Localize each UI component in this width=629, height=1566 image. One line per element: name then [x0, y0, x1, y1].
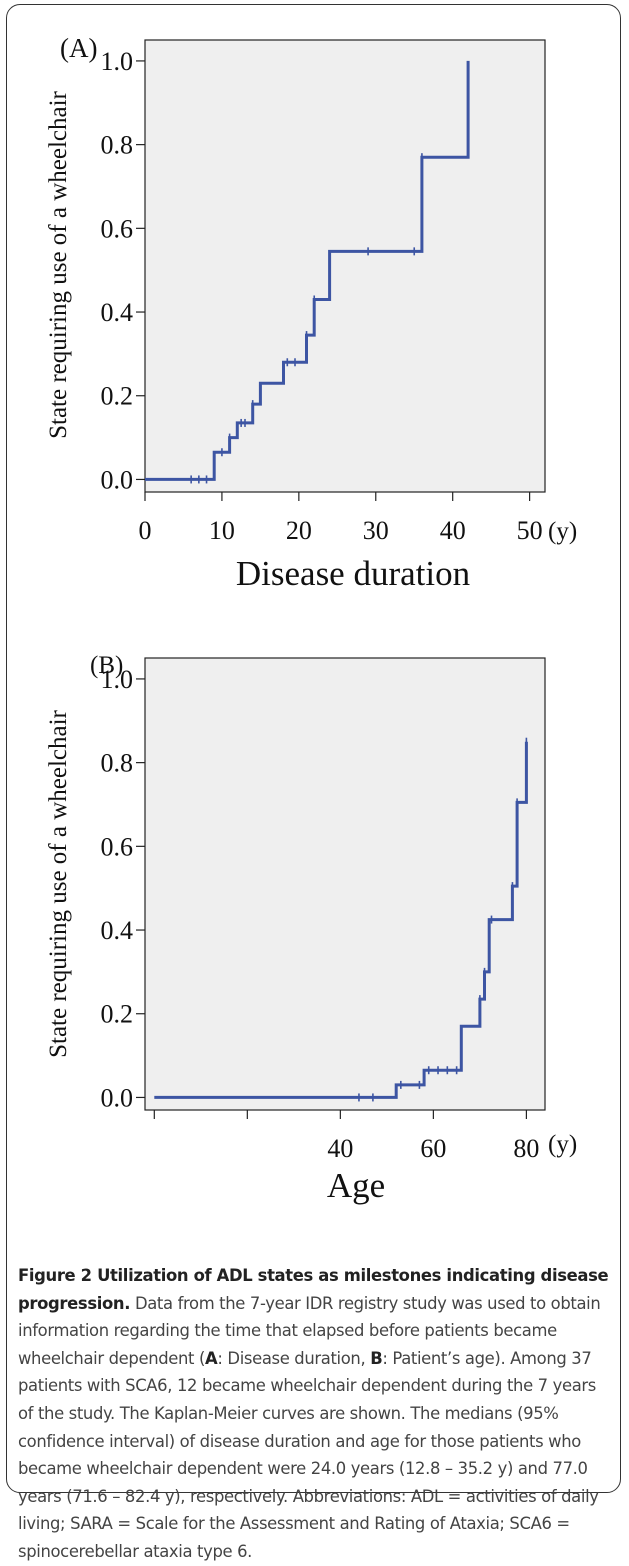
panel-b-y-axis-label: State requiring use of a wheelchair	[45, 709, 72, 1057]
y-tick-label: 0.6	[101, 214, 134, 243]
panel-a-x-unit: (y)	[548, 518, 577, 545]
panel-a: (A) 0.0 0.2 0.4 0.6 0.8 1.0 0 10 20 30 40 50 (y) D…	[45, 33, 577, 593]
x-tick-label: 40	[440, 516, 466, 545]
x-tick-label: 80	[513, 1134, 539, 1163]
figure-caption: Figure 2 Utilization of ADL states as mi…	[18, 1262, 614, 1566]
y-tick-label: 0.4	[101, 298, 134, 327]
x-tick-label: 0	[139, 516, 152, 545]
y-tick-label: 0.0	[101, 1083, 134, 1112]
y-tick-label: 0.2	[101, 382, 134, 411]
x-tick-label: 20	[286, 516, 312, 545]
y-tick-label: 1.0	[101, 665, 134, 694]
panel-a-x-ticks: 0 10 20 30 40 50	[139, 492, 543, 545]
figure-charts: (A) 0.0 0.2 0.4 0.6 0.8 1.0 0 10 20 30 40 50 (y) D…	[45, 33, 577, 1205]
caption-text-3: : Patient’s age). Among 37 patients with…	[18, 1348, 599, 1561]
y-tick-label: 0.0	[101, 465, 134, 494]
x-tick-label: 10	[209, 516, 235, 545]
panel-a-plot-area	[144, 39, 546, 493]
panel-b-x-ticks: 40 60 80	[153, 1110, 539, 1163]
caption-title: Figure 2 Utilization of ADL states as mi…	[18, 1266, 609, 1313]
x-tick-label: 50	[517, 516, 543, 545]
x-tick-label: 60	[420, 1134, 446, 1163]
panel-a-km-curve	[145, 60, 470, 484]
caption-label-a: A	[205, 1348, 218, 1368]
y-tick-label: 0.8	[101, 749, 134, 778]
caption-text-2: : Disease duration,	[217, 1348, 371, 1368]
y-tick-label: 0.2	[101, 1000, 134, 1029]
panel-a-y-axis-label: State requiring use of a wheelchair	[45, 90, 72, 438]
panel-b-x-axis-label: Age	[327, 1166, 385, 1205]
caption-label-b: B	[370, 1348, 383, 1368]
panel-a-y-ticks: 0.0 0.2 0.4 0.6 0.8 1.0	[101, 47, 145, 494]
x-tick-label: 30	[363, 516, 389, 545]
km-step-line	[154, 741, 528, 1099]
panel-a-x-axis-label: Disease duration	[236, 554, 470, 593]
panel-b-km-curve	[154, 737, 528, 1102]
panel-b-y-ticks: 0.0 0.2 0.4 0.6 0.8 1.0	[101, 665, 145, 1112]
caption-text-1: Data from the 7-year IDR registry study …	[18, 1293, 601, 1368]
panel-b-plot-area	[144, 657, 546, 1111]
panel-a-label: (A)	[60, 33, 97, 63]
y-tick-label: 0.8	[101, 131, 134, 160]
panel-b-label: (B)	[90, 652, 123, 679]
y-tick-label: 0.4	[101, 916, 134, 945]
y-tick-label: 0.6	[101, 832, 134, 861]
km-step-line	[145, 60, 470, 481]
panel-b: (B) 0.0 0.2 0.4 0.6 0.8 1.0 40 60 80 (y) Age St…	[45, 652, 577, 1205]
y-tick-label: 1.0	[101, 47, 134, 76]
panel-b-x-unit: (y)	[548, 1131, 577, 1158]
x-tick-label: 40	[327, 1134, 353, 1163]
